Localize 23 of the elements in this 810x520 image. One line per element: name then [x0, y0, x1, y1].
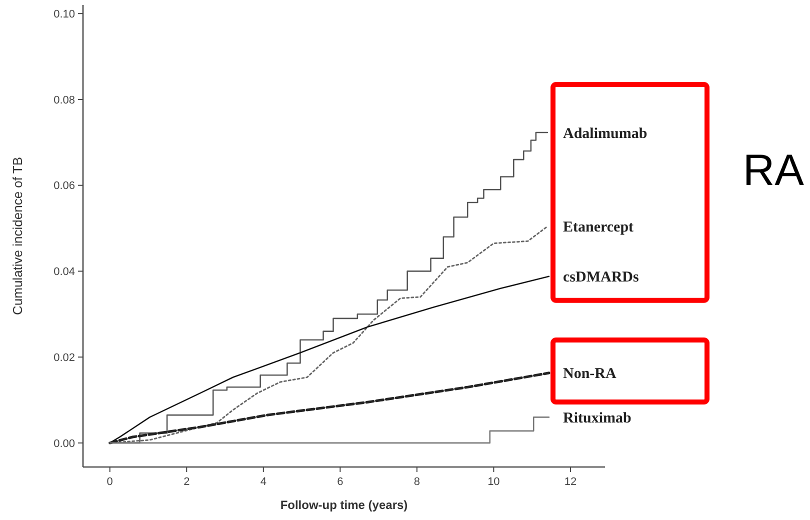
- x-axis-title: Follow-up time (years): [280, 498, 408, 512]
- x-tick-label: 12: [564, 476, 577, 488]
- x-tick-label: 10: [488, 476, 500, 488]
- y-tick-label: 0.10: [54, 8, 75, 20]
- x-tick-label: 2: [184, 476, 190, 488]
- series-label: Rituximab: [563, 410, 632, 426]
- y-tick-label: 0.08: [54, 94, 75, 106]
- series-label: Adalimumab: [563, 126, 648, 142]
- line-series: [108, 372, 550, 444]
- line-series: [109, 276, 550, 444]
- x-tick-label: 8: [414, 476, 420, 488]
- series-label: csDMARDs: [563, 270, 639, 286]
- text: RA: [742, 146, 805, 195]
- x-tick-label: 0: [106, 476, 113, 488]
- series-label: Etanercept: [563, 219, 634, 236]
- y-tick-label: 0.00: [54, 438, 75, 450]
- y-tick-label: 0.06: [54, 180, 75, 192]
- series-label: Non-RA: [563, 366, 616, 382]
- y-tick-label: 0.02: [54, 352, 75, 364]
- y-tick-label: 0.04: [54, 266, 75, 278]
- y-axis-title: Cumulative incidence of TB: [10, 156, 25, 316]
- x-tick-label: 4: [260, 476, 266, 488]
- x-tick-label: 6: [337, 476, 344, 488]
